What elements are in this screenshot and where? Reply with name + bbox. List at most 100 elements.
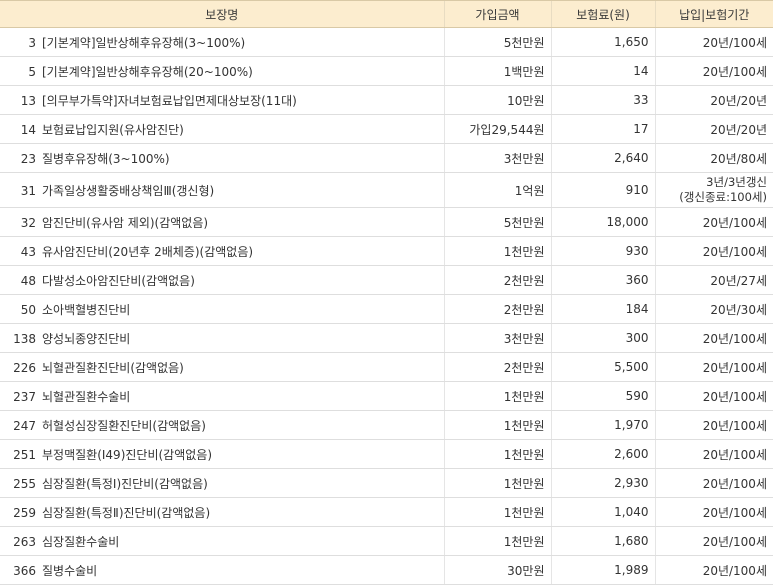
coverage-number: 247 <box>13 418 36 433</box>
amount-cell: 1천만원 <box>443 236 551 266</box>
amount-cell: 1천만원 <box>443 468 551 498</box>
coverage-number: 5 <box>28 64 36 79</box>
coverage-name: 심장질환(특정Ⅰ)진단비(감액없음) <box>42 476 208 491</box>
coverage-name-cell: 3 [기본계약]일반상해후유장해(3~100%) <box>0 27 444 57</box>
amount-cell: 3천만원 <box>443 323 551 353</box>
period-cell: 20년/100세 <box>654 468 773 498</box>
period-cell: 20년/100세 <box>654 56 773 86</box>
table-row: 138 양성뇌종양진단비 3천만원 300 20년/100세 <box>0 323 773 353</box>
coverage-name-cell: 263 심장질환수술비 <box>0 526 444 556</box>
table-header: 보장명 가입금액 보험료(원) 납입|보험기간 <box>0 0 773 28</box>
table-row: 247 허혈성심장질환진단비(감액없음) 1천만원 1,970 20년/100세 <box>0 410 773 440</box>
coverage-number: 3 <box>28 35 36 50</box>
coverage-name: 허혈성심장질환진단비(감액없음) <box>42 418 206 433</box>
period-line-1: 3년/3년갱신 <box>706 175 767 189</box>
coverage-name: 부정맥질환(Ⅰ49)진단비(감액없음) <box>42 447 213 462</box>
coverage-name-cell: 14 보험료납입지원(유사암진단) <box>0 114 444 144</box>
coverage-number: 43 <box>20 244 36 259</box>
period-cell: 20년/100세 <box>654 526 773 556</box>
coverage-name-cell: 13 [의무부가특약]자녀보험료납입면제대상보장(11대) <box>0 85 444 115</box>
coverage-number: 255 <box>13 476 36 491</box>
amount-cell: 1백만원 <box>443 56 551 86</box>
coverage-name-cell: 247 허혈성심장질환진단비(감액없음) <box>0 410 444 440</box>
period-cell: 20년/20년 <box>654 85 773 115</box>
coverage-number: 14 <box>20 122 36 137</box>
premium-cell: 1,680 <box>550 526 655 556</box>
coverage-name-cell: 31 가족일상생활중배상책임Ⅲ(갱신형) <box>0 172 444 208</box>
table-row: 43 유사암진단비(20년후 2배체증)(감액없음) 1천만원 930 20년/1… <box>0 236 773 266</box>
premium-cell: 18,000 <box>550 207 655 237</box>
coverage-number: 251 <box>13 447 36 462</box>
premium-cell: 1,970 <box>550 410 655 440</box>
amount-cell: 2천만원 <box>443 352 551 382</box>
coverage-name: [의무부가특약]자녀보험료납입면제대상보장(11대) <box>42 93 297 108</box>
amount-cell: 가입29,544원 <box>443 114 551 144</box>
period-cell: 20년/100세 <box>654 410 773 440</box>
amount-cell: 1천만원 <box>443 439 551 469</box>
premium-cell: 5,500 <box>550 352 655 382</box>
period-cell: 20년/100세 <box>654 207 773 237</box>
coverage-name-cell: 255 심장질환(특정Ⅰ)진단비(감액없음) <box>0 468 444 498</box>
coverage-name: 뇌혈관질환진단비(감액없음) <box>42 360 184 375</box>
table-row: 23 질병후유장해(3~100%) 3천만원 2,640 20년/80세 <box>0 143 773 173</box>
header-name: 보장명 <box>0 0 444 28</box>
coverage-name: 질병후유장해(3~100%) <box>42 151 170 166</box>
amount-cell: 1억원 <box>443 172 551 208</box>
coverage-name: 질병수술비 <box>42 563 98 578</box>
amount-cell: 1천만원 <box>443 410 551 440</box>
table-row: 263 심장질환수술비 1천만원 1,680 20년/100세 <box>0 526 773 556</box>
premium-cell: 33 <box>550 85 655 115</box>
header-period: 납입|보험기간 <box>654 0 773 28</box>
amount-cell: 5천만원 <box>443 27 551 57</box>
table-row: 255 심장질환(특정Ⅰ)진단비(감액없음) 1천만원 2,930 20년/100… <box>0 468 773 498</box>
coverage-name-cell: 138 양성뇌종양진단비 <box>0 323 444 353</box>
amount-cell: 2천만원 <box>443 294 551 324</box>
premium-cell: 2,930 <box>550 468 655 498</box>
coverage-name-cell: 259 심장질환(특정Ⅱ)진단비(감액없음) <box>0 497 444 527</box>
header-amount: 가입금액 <box>443 0 551 28</box>
table-row: 3 [기본계약]일반상해후유장해(3~100%) 5천만원 1,650 20년/1… <box>0 27 773 57</box>
period-cell: 20년/100세 <box>654 236 773 266</box>
table-row: 5 [기본계약]일반상해후유장해(20~100%) 1백만원 14 20년/100… <box>0 56 773 86</box>
table-row: 226 뇌혈관질환진단비(감액없음) 2천만원 5,500 20년/100세 <box>0 352 773 382</box>
premium-cell: 1,989 <box>550 555 655 585</box>
coverage-number: 23 <box>20 151 36 166</box>
period-cell: 20년/20년 <box>654 114 773 144</box>
premium-cell: 17 <box>550 114 655 144</box>
coverage-name: [기본계약]일반상해후유장해(3~100%) <box>42 35 246 50</box>
table-row: 251 부정맥질환(Ⅰ49)진단비(감액없음) 1천만원 2,600 20년/10… <box>0 439 773 469</box>
coverage-name: 심장질환(특정Ⅱ)진단비(감액없음) <box>42 505 211 520</box>
coverage-name-cell: 251 부정맥질환(Ⅰ49)진단비(감액없음) <box>0 439 444 469</box>
coverage-name-cell: 23 질병후유장해(3~100%) <box>0 143 444 173</box>
coverage-name-cell: 226 뇌혈관질환진단비(감액없음) <box>0 352 444 382</box>
premium-cell: 910 <box>550 172 655 208</box>
table-row: 14 보험료납입지원(유사암진단) 가입29,544원 17 20년/20년 <box>0 114 773 144</box>
coverage-number: 237 <box>13 389 36 404</box>
coverage-name: 유사암진단비(20년후 2배체증)(감액없음) <box>42 244 254 259</box>
amount-cell: 3천만원 <box>443 143 551 173</box>
amount-cell: 10만원 <box>443 85 551 115</box>
amount-cell: 1천만원 <box>443 497 551 527</box>
coverage-name-cell: 237 뇌혈관질환수술비 <box>0 381 444 411</box>
table-row: 366 질병수술비 30만원 1,989 20년/100세 <box>0 555 773 585</box>
period-cell: 20년/100세 <box>654 352 773 382</box>
amount-cell: 1천만원 <box>443 381 551 411</box>
premium-cell: 590 <box>550 381 655 411</box>
table-body: 3 [기본계약]일반상해후유장해(3~100%) 5천만원 1,650 20년/1… <box>0 27 773 585</box>
coverage-number: 263 <box>13 534 36 549</box>
table-row: 31 가족일상생활중배상책임Ⅲ(갱신형) 1억원 910 3년/3년갱신 (갱신종… <box>0 172 773 208</box>
coverage-name: 소아백혈병진단비 <box>42 302 131 317</box>
period-cell: 20년/100세 <box>654 27 773 57</box>
coverage-name: 뇌혈관질환수술비 <box>42 389 131 404</box>
premium-cell: 184 <box>550 294 655 324</box>
period-cell: 20년/100세 <box>654 497 773 527</box>
coverage-name: 보험료납입지원(유사암진단) <box>42 122 184 137</box>
coverage-name-cell: 48 다발성소아암진단비(감액없음) <box>0 265 444 295</box>
coverage-number: 50 <box>20 302 36 317</box>
coverage-name: 심장질환수술비 <box>42 534 120 549</box>
header-premium: 보험료(원) <box>550 0 655 28</box>
coverage-number: 13 <box>20 93 36 108</box>
period-line-2: (갱신종료:100세) <box>679 190 767 204</box>
coverage-number: 32 <box>20 215 36 230</box>
